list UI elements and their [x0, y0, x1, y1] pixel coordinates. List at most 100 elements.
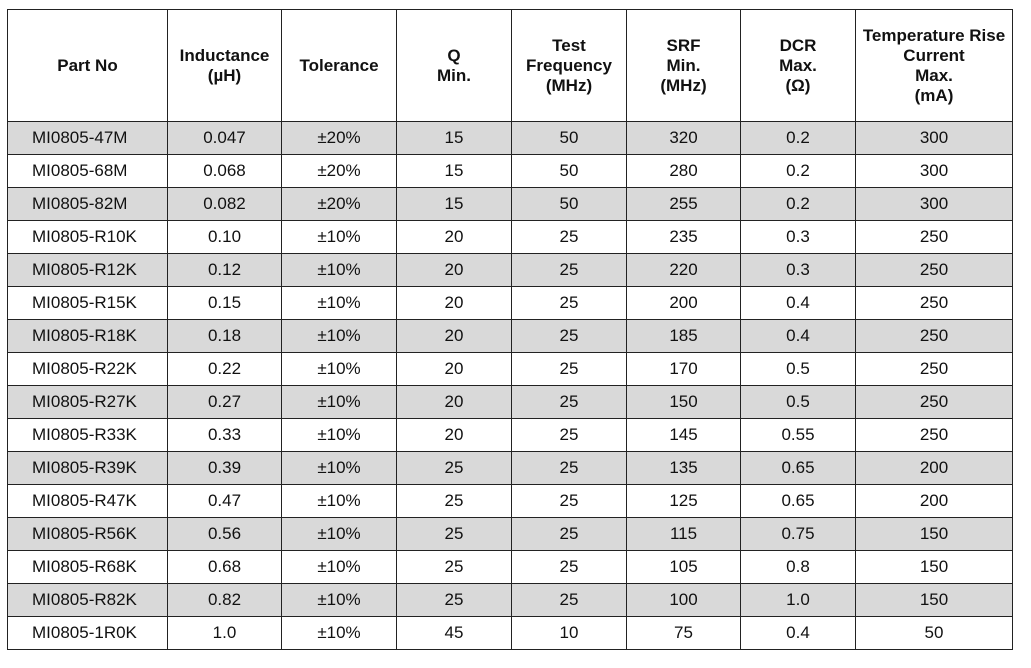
srf-min-cell: 150 [626, 385, 741, 419]
tolerance-cell: ±10% [281, 517, 397, 551]
q-min-cell: 20 [396, 319, 512, 353]
tolerance-cell: ±10% [281, 385, 397, 419]
q-min-cell: 25 [396, 583, 512, 617]
dcr-max-cell: 0.55 [740, 418, 856, 452]
dcr-max-cell: 0.65 [740, 484, 856, 518]
inductance-cell: 0.12 [167, 253, 282, 287]
header-temp-rise-current: Temperature Rise Current Max. (mA) [855, 9, 1013, 122]
table-row: MI0805-R82K 0.82 ±10% 25 25 100 1.0 150 [7, 583, 1013, 617]
inductance-cell: 0.10 [167, 220, 282, 254]
test-frequency-cell: 25 [511, 451, 627, 485]
temp-rise-current-cell: 300 [855, 154, 1013, 188]
header-row: Part No Inductance (µH) Tolerance Q Min.… [7, 9, 1013, 122]
temp-rise-current-cell: 150 [855, 517, 1013, 551]
srf-min-cell: 100 [626, 583, 741, 617]
test-frequency-cell: 25 [511, 583, 627, 617]
q-min-cell: 25 [396, 550, 512, 584]
table-row: MI0805-1R0K 1.0 ±10% 45 10 75 0.4 50 [7, 616, 1013, 650]
temp-rise-current-cell: 250 [855, 385, 1013, 419]
srf-min-cell: 170 [626, 352, 741, 386]
inductance-cell: 0.22 [167, 352, 282, 386]
test-frequency-cell: 25 [511, 484, 627, 518]
header-part-no: Part No [7, 9, 168, 122]
srf-min-cell: 145 [626, 418, 741, 452]
temp-rise-current-cell: 150 [855, 550, 1013, 584]
part-no-cell: MI0805-82M [7, 187, 168, 221]
temp-rise-current-cell: 200 [855, 451, 1013, 485]
part-no-cell: MI0805-R56K [7, 517, 168, 551]
tolerance-cell: ±10% [281, 484, 397, 518]
table-row: MI0805-R18K 0.18 ±10% 20 25 185 0.4 250 [7, 319, 1013, 353]
dcr-max-cell: 0.4 [740, 286, 856, 320]
test-frequency-cell: 25 [511, 220, 627, 254]
srf-min-cell: 105 [626, 550, 741, 584]
temp-rise-current-cell: 150 [855, 583, 1013, 617]
inductance-cell: 0.33 [167, 418, 282, 452]
inductance-cell: 0.082 [167, 187, 282, 221]
part-no-cell: MI0805-R15K [7, 286, 168, 320]
dcr-max-cell: 0.8 [740, 550, 856, 584]
test-frequency-cell: 50 [511, 121, 627, 155]
q-min-cell: 25 [396, 484, 512, 518]
dcr-max-cell: 0.75 [740, 517, 856, 551]
spec-table-container: Part No Inductance (µH) Tolerance Q Min.… [7, 9, 1013, 650]
dcr-max-cell: 0.5 [740, 352, 856, 386]
inductor-spec-table: Part No Inductance (µH) Tolerance Q Min.… [7, 9, 1013, 650]
part-no-cell: MI0805-R18K [7, 319, 168, 353]
table-row: MI0805-R47K 0.47 ±10% 25 25 125 0.65 200 [7, 484, 1013, 518]
part-no-cell: MI0805-47M [7, 121, 168, 155]
test-frequency-cell: 25 [511, 385, 627, 419]
dcr-max-cell: 0.2 [740, 154, 856, 188]
header-dcr-max: DCR Max. (Ω) [740, 9, 856, 122]
table-row: MI0805-R15K 0.15 ±10% 20 25 200 0.4 250 [7, 286, 1013, 320]
tolerance-cell: ±20% [281, 187, 397, 221]
temp-rise-current-cell: 300 [855, 187, 1013, 221]
inductance-cell: 0.82 [167, 583, 282, 617]
test-frequency-cell: 25 [511, 517, 627, 551]
table-row: MI0805-R39K 0.39 ±10% 25 25 135 0.65 200 [7, 451, 1013, 485]
srf-min-cell: 135 [626, 451, 741, 485]
part-no-cell: MI0805-R10K [7, 220, 168, 254]
test-frequency-cell: 25 [511, 253, 627, 287]
test-frequency-cell: 50 [511, 154, 627, 188]
part-no-cell: MI0805-R22K [7, 352, 168, 386]
srf-min-cell: 75 [626, 616, 741, 650]
header-q-min: Q Min. [396, 9, 512, 122]
tolerance-cell: ±10% [281, 220, 397, 254]
q-min-cell: 20 [396, 352, 512, 386]
temp-rise-current-cell: 250 [855, 220, 1013, 254]
table-row: MI0805-R33K 0.33 ±10% 20 25 145 0.55 250 [7, 418, 1013, 452]
inductance-cell: 0.18 [167, 319, 282, 353]
temp-rise-current-cell: 50 [855, 616, 1013, 650]
part-no-cell: MI0805-R33K [7, 418, 168, 452]
test-frequency-cell: 25 [511, 319, 627, 353]
tolerance-cell: ±10% [281, 451, 397, 485]
table-body: MI0805-47M 0.047 ±20% 15 50 320 0.2 300 MI0805-6… [7, 121, 1013, 650]
tolerance-cell: ±10% [281, 616, 397, 650]
test-frequency-cell: 25 [511, 352, 627, 386]
dcr-max-cell: 0.3 [740, 253, 856, 287]
srf-min-cell: 220 [626, 253, 741, 287]
dcr-max-cell: 0.5 [740, 385, 856, 419]
tolerance-cell: ±20% [281, 121, 397, 155]
table-row: MI0805-82M 0.082 ±20% 15 50 255 0.2 300 [7, 187, 1013, 221]
header-test-frequency: Test Frequency (MHz) [511, 9, 627, 122]
dcr-max-cell: 0.2 [740, 121, 856, 155]
temp-rise-current-cell: 300 [855, 121, 1013, 155]
table-row: MI0805-R68K 0.68 ±10% 25 25 105 0.8 150 [7, 550, 1013, 584]
tolerance-cell: ±20% [281, 154, 397, 188]
q-min-cell: 20 [396, 418, 512, 452]
header-inductance: Inductance (µH) [167, 9, 282, 122]
temp-rise-current-cell: 250 [855, 286, 1013, 320]
test-frequency-cell: 50 [511, 187, 627, 221]
part-no-cell: MI0805-R27K [7, 385, 168, 419]
table-row: MI0805-47M 0.047 ±20% 15 50 320 0.2 300 [7, 121, 1013, 155]
inductance-cell: 0.47 [167, 484, 282, 518]
temp-rise-current-cell: 250 [855, 319, 1013, 353]
tolerance-cell: ±10% [281, 352, 397, 386]
part-no-cell: MI0805-R82K [7, 583, 168, 617]
inductance-cell: 0.56 [167, 517, 282, 551]
part-no-cell: MI0805-68M [7, 154, 168, 188]
test-frequency-cell: 25 [511, 550, 627, 584]
srf-min-cell: 235 [626, 220, 741, 254]
